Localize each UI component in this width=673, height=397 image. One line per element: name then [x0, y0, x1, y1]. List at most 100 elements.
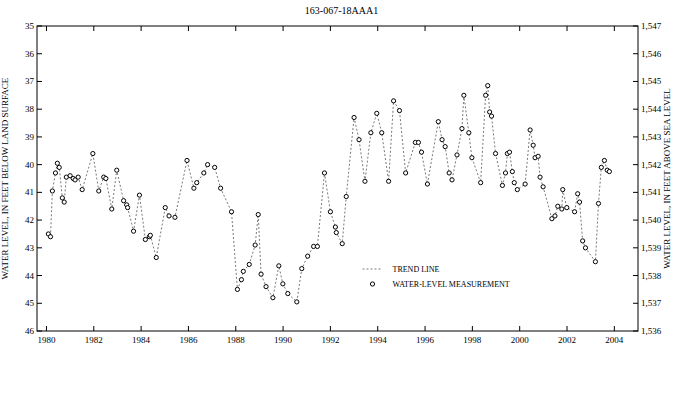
measurement-point [404, 171, 408, 175]
y2-tick-label: 1,541 [641, 187, 661, 197]
x-tick-label: 1984 [132, 335, 151, 345]
measurement-point [57, 165, 61, 169]
x-tick-label: 1982 [85, 335, 103, 345]
measurement-point [528, 128, 532, 132]
measurement-point [493, 151, 497, 155]
measurement-point [104, 176, 108, 180]
y-tick [37, 26, 42, 27]
measurement-point [599, 165, 603, 169]
x-tick-top [235, 26, 236, 31]
measurement-point [416, 140, 420, 144]
y2-tick-label: 1,546 [641, 49, 662, 59]
x-tick-label: 1986 [179, 335, 198, 345]
measurement-point [48, 235, 52, 239]
measurement-point [488, 110, 492, 114]
y-tick-label: 36 [25, 49, 35, 59]
measurement-point [173, 215, 177, 219]
y2-tick [633, 164, 638, 165]
measurement-point [281, 282, 285, 286]
legend-label: WATER-LEVEL MEASUREMENT [393, 280, 510, 289]
x-tick-label: 1994 [369, 335, 388, 345]
x-tick [188, 326, 189, 331]
measurement-point [55, 161, 59, 165]
measurement-point [593, 260, 597, 264]
y-tick-label: 35 [25, 21, 35, 31]
y2-tick-label: 1,544 [641, 104, 662, 114]
measurement-point [503, 171, 507, 175]
measurement-point [286, 291, 290, 295]
measurement-point [143, 237, 147, 241]
measurement-point [455, 153, 459, 157]
measurement-point [60, 196, 64, 200]
y-tick [37, 303, 42, 304]
measurement-point [300, 267, 304, 271]
measurement-point [507, 150, 511, 154]
y2-tick [633, 81, 638, 82]
x-tick [93, 326, 94, 331]
measurement-point [229, 210, 233, 214]
x-tick-top [93, 26, 94, 31]
measurement-point [565, 206, 569, 210]
measurement-point [110, 207, 114, 211]
y-tick-label: 37 [25, 76, 35, 86]
y2-tick-label: 1,536 [641, 326, 662, 336]
measurement-point [352, 115, 356, 119]
legend-swatch [370, 282, 374, 286]
measurement-point [239, 278, 243, 282]
x-tick-top [519, 26, 520, 31]
y2-tick-label: 1,545 [641, 76, 662, 86]
measurement-point [148, 233, 152, 237]
measurement-point [241, 269, 245, 273]
measurement-point [264, 285, 268, 289]
measurement-point [436, 120, 440, 124]
y2-tick [633, 26, 638, 27]
y-tick-label: 46 [25, 326, 35, 336]
y2-tick-label: 1,538 [641, 271, 662, 281]
measurement-point [425, 182, 429, 186]
measurement-point [328, 210, 332, 214]
measurement-point [380, 131, 384, 135]
plot-frame [37, 26, 638, 331]
measurement-point [560, 207, 564, 211]
measurement-point [50, 189, 54, 193]
x-tick-label: 1990 [274, 335, 293, 345]
x-tick-top [614, 26, 615, 31]
measurement-point [115, 168, 119, 172]
measurement-point [131, 229, 135, 233]
legend-swatch [363, 269, 383, 270]
measurement-point [561, 187, 565, 191]
measurement-point [363, 179, 367, 183]
measurement-point [271, 296, 275, 300]
y2-tick [633, 53, 638, 54]
measurement-point [556, 204, 560, 208]
measurement-point [357, 138, 361, 142]
measurement-point [536, 154, 540, 158]
y-tick-label: 38 [25, 104, 35, 114]
y-tick-label: 43 [25, 243, 35, 253]
measurement-point [202, 171, 206, 175]
x-tick-top [46, 26, 47, 31]
y-tick [37, 247, 42, 248]
x-tick [330, 326, 331, 331]
x-tick-label: 1988 [227, 335, 246, 345]
measurement-point [306, 254, 310, 258]
measurement-point [247, 262, 251, 266]
measurement-point [295, 300, 299, 304]
y2-tick-label: 1,543 [641, 132, 662, 142]
measurement-point [256, 212, 260, 216]
x-tick-label: 1980 [37, 335, 56, 345]
y-tick-label: 45 [25, 298, 35, 308]
measurement-point [576, 192, 580, 196]
y2-tick-label: 1,542 [641, 160, 661, 170]
measurement-point [375, 111, 379, 115]
x-tick [141, 326, 142, 331]
y-tick-label: 42 [25, 215, 34, 225]
measurement-point [53, 171, 57, 175]
x-tick-top [377, 26, 378, 31]
y2-tick [633, 303, 638, 304]
measurement-point [512, 181, 516, 185]
measurement-point [322, 171, 326, 175]
measurement-point [315, 244, 319, 248]
measurement-point [213, 165, 217, 169]
measurement-point [253, 243, 257, 247]
